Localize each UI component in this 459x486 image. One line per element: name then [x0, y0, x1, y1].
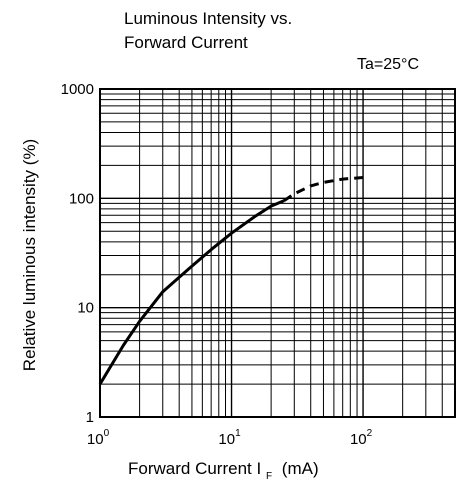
plot-grid — [100, 89, 455, 417]
y-tick-label: 100 — [69, 190, 94, 207]
x-axis-label-text: Forward Current I — [128, 459, 261, 478]
plot-frame — [99, 88, 456, 418]
chart-title-line-2: Forward Current — [124, 33, 248, 52]
y-tick-label: 10 — [77, 300, 94, 317]
curve-segment-solid — [98, 199, 285, 385]
x-tick-label: 100 — [87, 428, 110, 448]
ambient-temperature-label: Ta=25°C — [357, 56, 419, 73]
y-tick-label: 1000 — [61, 81, 94, 98]
x-tick-label: 102 — [350, 428, 373, 448]
x-tick-base: 10 — [350, 431, 367, 448]
y-tick-label: 1 — [86, 409, 94, 426]
y-tick-labels: 1 10 100 1000 — [61, 81, 94, 426]
x-tick-exponent: 1 — [235, 428, 241, 439]
x-tick-base: 10 — [218, 431, 235, 448]
x-tick-exponent: 2 — [367, 428, 373, 439]
x-tick-labels: 100 101 102 — [87, 428, 373, 448]
x-tick-label: 101 — [218, 428, 241, 448]
plot-series — [98, 176, 364, 385]
x-tick-exponent: 0 — [104, 428, 110, 439]
x-tick-base: 10 — [87, 431, 104, 448]
x-axis-label-unit: (mA) — [282, 459, 319, 478]
curve-segment-dashed — [283, 176, 364, 203]
x-axis-label-subscript: F — [266, 471, 272, 482]
y-axis-label: Relative luminous intensity (%) — [20, 139, 39, 371]
chart-title-line-1: Luminous Intensity vs. — [124, 9, 292, 28]
x-axis-label: Forward Current I F (mA) — [128, 459, 319, 483]
